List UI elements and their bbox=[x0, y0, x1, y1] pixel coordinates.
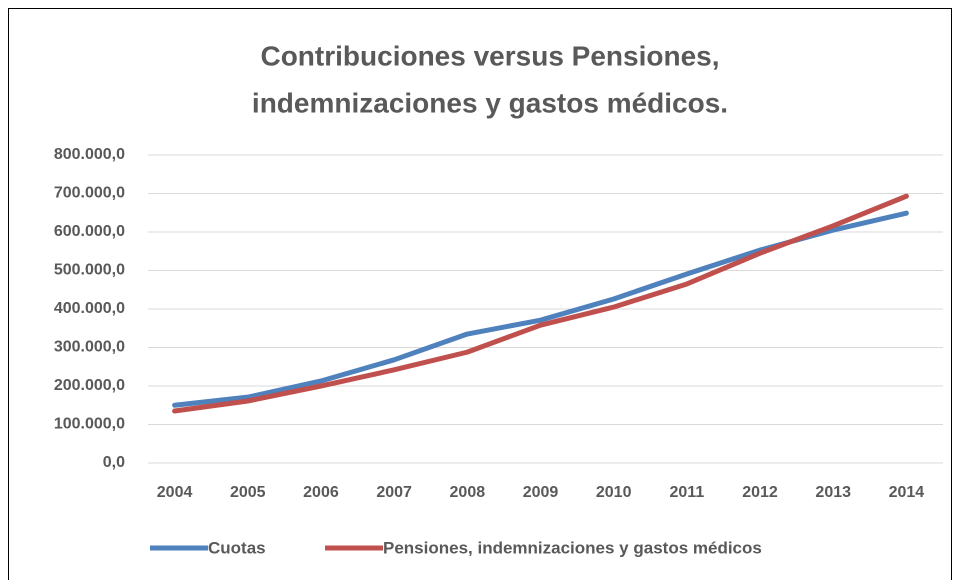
legend-label: Pensiones, indemnizaciones y gastos médi… bbox=[383, 538, 762, 557]
chart-border bbox=[8, 8, 952, 580]
x-tick-label: 2012 bbox=[742, 484, 778, 501]
x-tick-label: 2014 bbox=[889, 484, 925, 501]
y-tick-label: 400.000,0 bbox=[54, 300, 125, 317]
y-tick-label: 700.000,0 bbox=[54, 185, 125, 202]
y-tick-label: 800.000,0 bbox=[54, 146, 125, 163]
x-tick-label: 2005 bbox=[230, 484, 266, 501]
x-tick-label: 2004 bbox=[157, 484, 193, 501]
x-tick-label: 2008 bbox=[450, 484, 486, 501]
x-tick-label: 2006 bbox=[303, 484, 339, 501]
y-tick-label: 0,0 bbox=[103, 454, 125, 471]
legend-label: Cuotas bbox=[208, 538, 266, 557]
x-tick-label: 2013 bbox=[815, 484, 851, 501]
x-tick-label: 2007 bbox=[376, 484, 412, 501]
y-tick-label: 200.000,0 bbox=[54, 377, 125, 394]
x-tick-label: 2009 bbox=[523, 484, 559, 501]
y-tick-label: 100.000,0 bbox=[54, 416, 125, 433]
y-tick-label: 300.000,0 bbox=[54, 339, 125, 356]
y-tick-label: 600.000,0 bbox=[54, 223, 125, 240]
y-tick-label: 500.000,0 bbox=[54, 262, 125, 279]
x-tick-label: 2011 bbox=[670, 484, 705, 501]
x-tick-label: 2010 bbox=[596, 484, 632, 501]
chart-title: Contribuciones versus Pensiones, bbox=[260, 40, 719, 71]
chart-title: indemnizaciones y gastos médicos. bbox=[252, 87, 728, 118]
series-line bbox=[172, 193, 909, 414]
